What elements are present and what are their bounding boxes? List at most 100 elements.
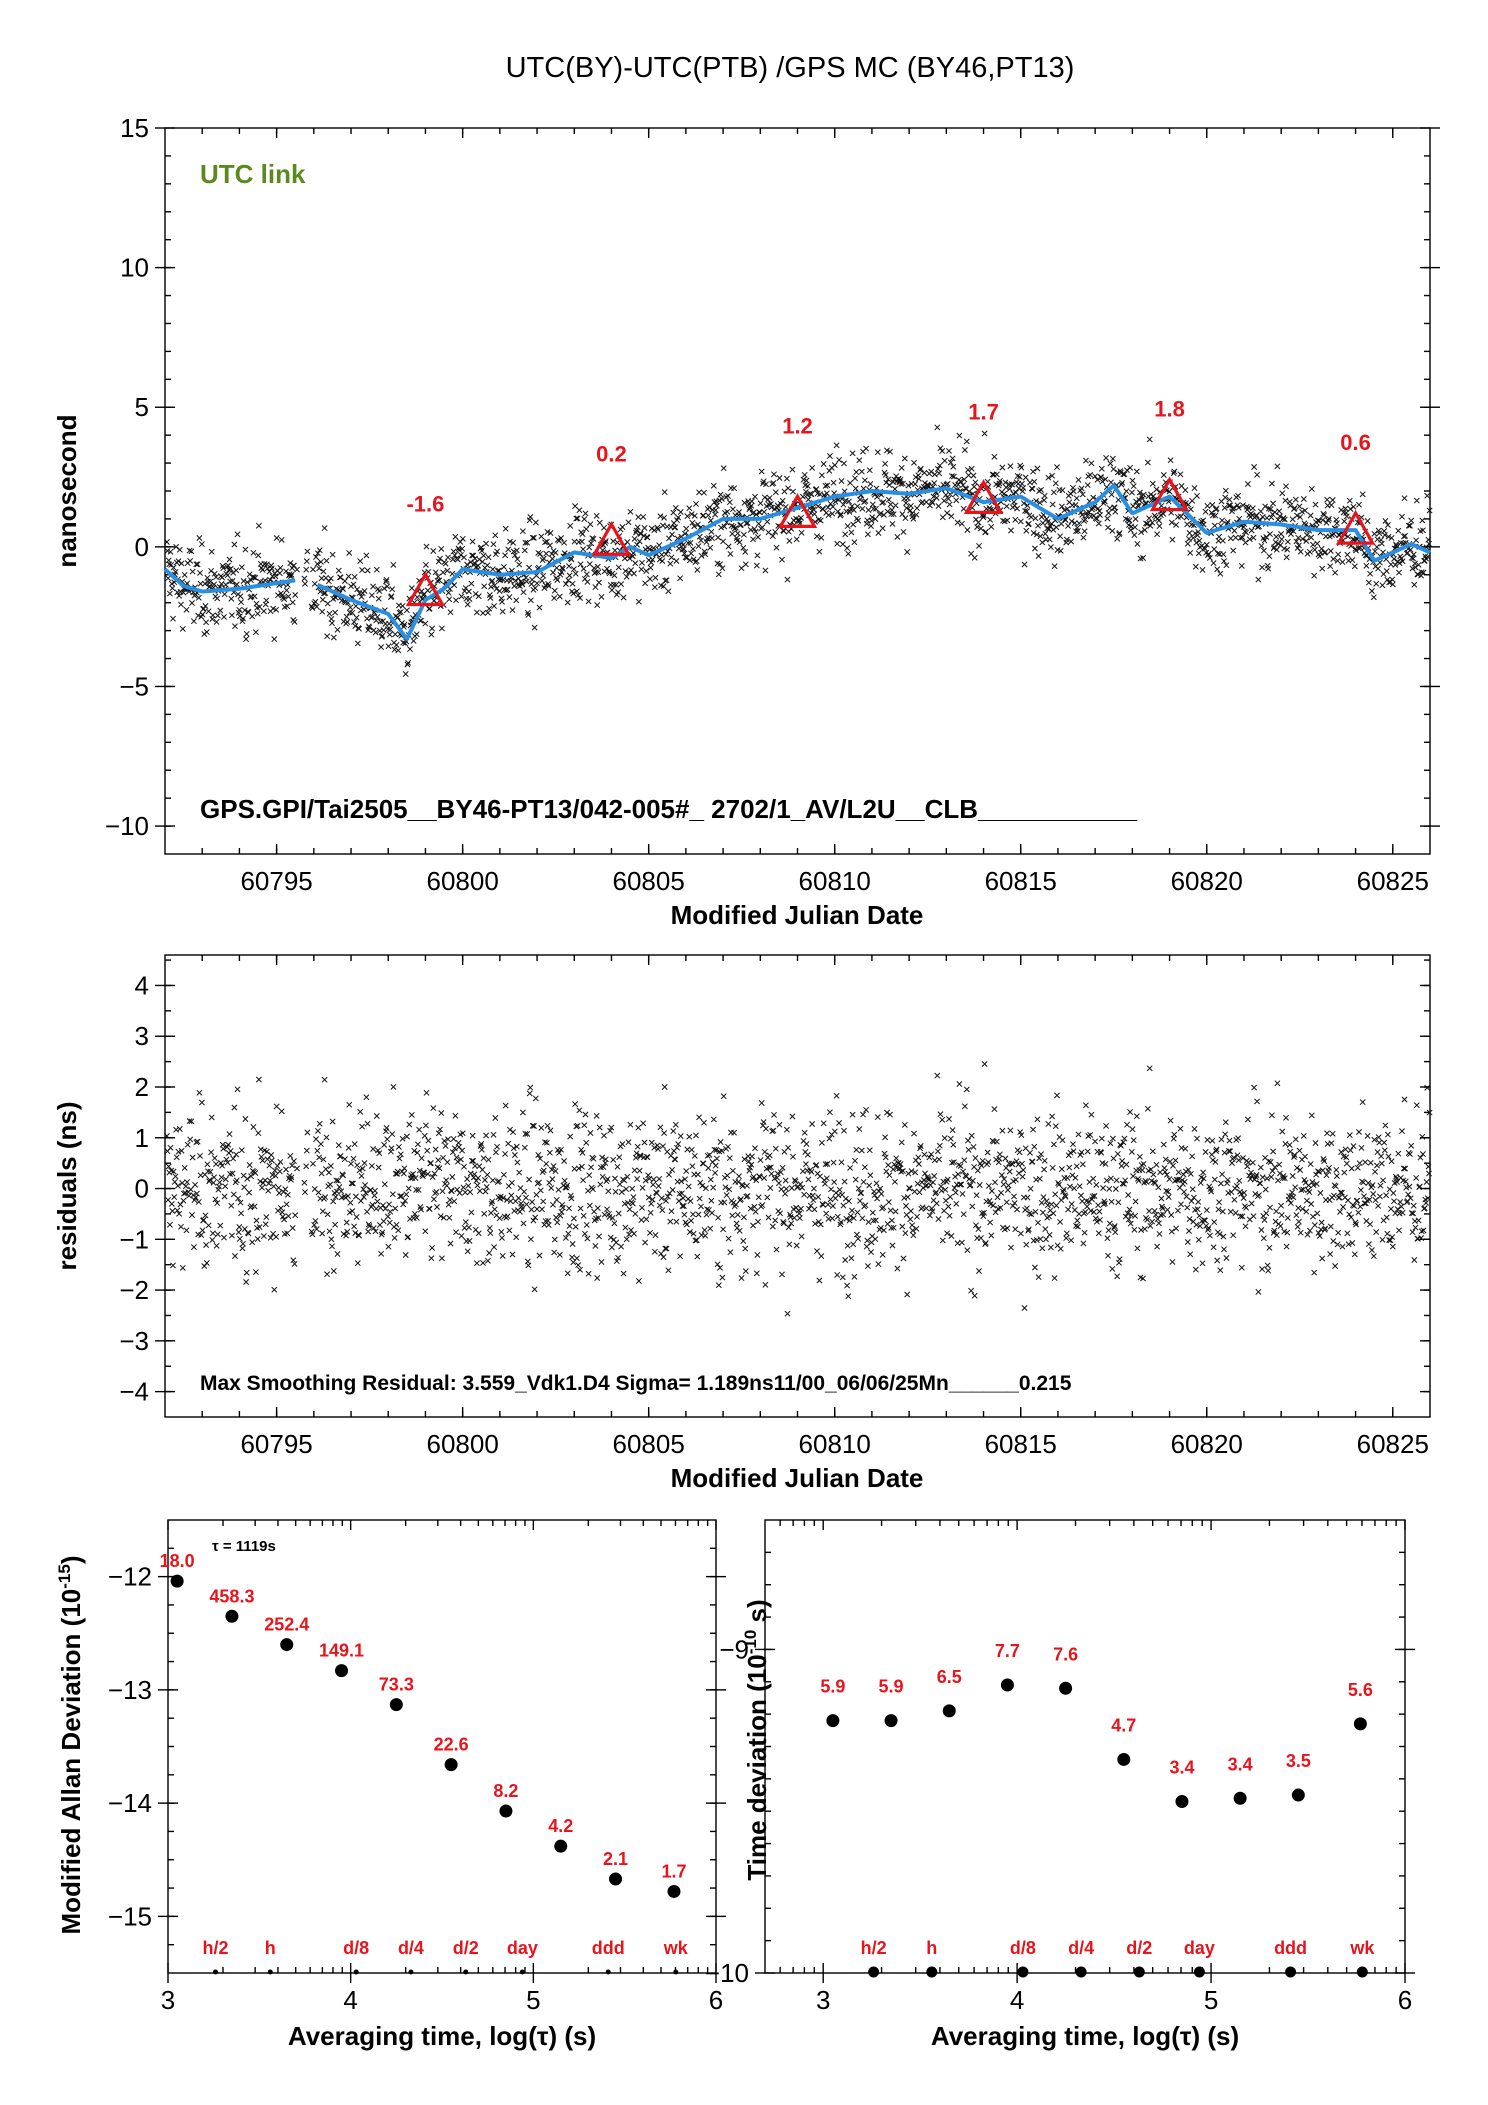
residual-point <box>1092 1215 1099 1222</box>
data-point <box>755 534 761 541</box>
data-point <box>1266 553 1273 560</box>
data-point <box>1038 486 1044 493</box>
data-point <box>1202 545 1208 552</box>
residual-point <box>1150 1171 1157 1178</box>
data-point <box>981 430 988 437</box>
data-point <box>1238 562 1245 569</box>
residual-point <box>1424 1084 1431 1091</box>
residual-point <box>788 1185 795 1191</box>
data-point <box>200 605 207 612</box>
residual-point <box>363 1094 370 1101</box>
residual-point <box>222 1183 229 1190</box>
data-point <box>1141 527 1148 533</box>
residual-point <box>663 1197 669 1204</box>
residual-point <box>845 1293 852 1300</box>
residual-point <box>1380 1177 1386 1184</box>
data-point <box>1004 517 1011 524</box>
residual-point <box>537 1155 544 1162</box>
residual-point <box>1276 1161 1283 1168</box>
data-point <box>921 469 928 476</box>
residual-point <box>582 1111 589 1118</box>
data-point <box>539 577 545 584</box>
data-point <box>774 502 781 509</box>
data-point <box>524 609 531 616</box>
residual-point <box>218 1174 225 1181</box>
residual-point <box>641 1139 648 1146</box>
data-point <box>500 563 507 570</box>
residual-point <box>829 1215 836 1222</box>
data-point <box>509 607 516 614</box>
residual-point <box>994 1194 1001 1201</box>
residual-point <box>968 1287 975 1294</box>
deviation-value-label: 5.9 <box>879 1677 904 1697</box>
residual-point <box>226 1131 233 1138</box>
residual-point <box>1202 1217 1208 1224</box>
data-point <box>1302 507 1308 514</box>
data-point <box>304 548 311 555</box>
data-point <box>877 510 884 517</box>
residual-point <box>329 1243 335 1250</box>
data-point <box>479 558 486 565</box>
residual-point <box>1242 1223 1249 1230</box>
deviation-value-label: 149.1 <box>319 1641 364 1661</box>
residual-point <box>442 1142 449 1149</box>
data-point <box>1254 471 1261 478</box>
residual-point <box>525 1262 532 1269</box>
residual-point <box>449 1149 456 1156</box>
data-point <box>209 612 216 619</box>
residual-point <box>827 1196 834 1203</box>
residual-point <box>1265 1267 1272 1274</box>
residual-point <box>209 1230 216 1237</box>
residual-point <box>487 1230 494 1237</box>
residual-point <box>1311 1269 1318 1276</box>
residual-point <box>1390 1190 1397 1197</box>
data-point <box>1017 518 1024 525</box>
data-point <box>424 587 431 594</box>
data-point <box>682 530 688 537</box>
residual-point <box>655 1183 662 1189</box>
data-point <box>173 543 180 550</box>
y-tick-label: 15 <box>120 113 149 143</box>
residual-point <box>1381 1147 1388 1154</box>
residual-point <box>461 1163 467 1170</box>
data-point <box>255 552 262 559</box>
residual-point <box>1088 1111 1095 1118</box>
residual-point <box>1064 1174 1071 1181</box>
data-point <box>1291 505 1298 512</box>
residual-point <box>711 1146 718 1153</box>
residual-point <box>907 1208 914 1214</box>
residual-point <box>710 1184 717 1191</box>
residual-point <box>986 1198 993 1204</box>
residual-point <box>1196 1212 1203 1219</box>
data-point <box>402 671 409 677</box>
residual-point <box>531 1123 537 1129</box>
residual-point <box>178 1223 184 1230</box>
residual-point <box>596 1124 603 1131</box>
residual-point <box>1049 1164 1056 1171</box>
data-point <box>504 586 511 593</box>
data-point <box>366 624 373 631</box>
residual-point <box>1284 1214 1291 1221</box>
residual-point <box>174 1207 181 1214</box>
data-point <box>166 561 173 568</box>
data-point <box>856 457 863 464</box>
residual-point <box>238 1210 245 1217</box>
data-point <box>935 503 942 510</box>
triangle-marker <box>777 493 818 528</box>
residual-point <box>1383 1214 1390 1221</box>
residual-point <box>748 1161 755 1168</box>
data-point <box>222 581 229 588</box>
data-point <box>752 528 759 535</box>
residual-point <box>600 1164 607 1170</box>
residual-point <box>924 1173 931 1180</box>
residual-point <box>441 1137 448 1144</box>
data-point <box>170 615 176 622</box>
data-point <box>464 601 471 608</box>
deviation-point <box>499 1804 513 1818</box>
residual-point <box>1350 1143 1357 1150</box>
data-point <box>657 513 664 520</box>
residual-point <box>1187 1170 1194 1177</box>
data-point <box>772 489 779 496</box>
data-point <box>202 603 209 609</box>
data-point <box>1297 548 1304 555</box>
